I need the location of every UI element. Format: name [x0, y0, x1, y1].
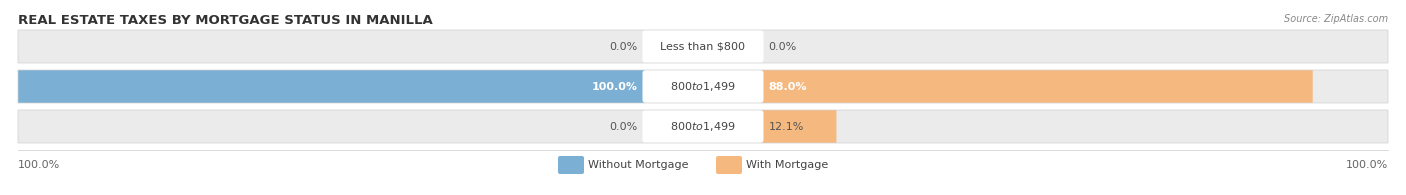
- FancyBboxPatch shape: [761, 110, 837, 143]
- FancyBboxPatch shape: [18, 70, 645, 103]
- Text: 0.0%: 0.0%: [609, 121, 637, 131]
- Text: Without Mortgage: Without Mortgage: [588, 160, 689, 170]
- FancyBboxPatch shape: [643, 110, 763, 143]
- Text: Source: ZipAtlas.com: Source: ZipAtlas.com: [1284, 14, 1388, 24]
- FancyBboxPatch shape: [18, 70, 1388, 103]
- Text: 100.0%: 100.0%: [592, 82, 637, 91]
- Text: 0.0%: 0.0%: [769, 42, 797, 51]
- Text: With Mortgage: With Mortgage: [747, 160, 828, 170]
- FancyBboxPatch shape: [18, 30, 1388, 63]
- Text: 100.0%: 100.0%: [1346, 160, 1388, 170]
- FancyBboxPatch shape: [643, 30, 763, 63]
- FancyBboxPatch shape: [761, 70, 1313, 103]
- FancyBboxPatch shape: [643, 70, 763, 103]
- Text: $800 to $1,499: $800 to $1,499: [671, 80, 735, 93]
- FancyBboxPatch shape: [716, 156, 742, 174]
- Text: 12.1%: 12.1%: [769, 121, 804, 131]
- Text: 0.0%: 0.0%: [609, 42, 637, 51]
- Text: Less than $800: Less than $800: [661, 42, 745, 51]
- Text: $800 to $1,499: $800 to $1,499: [671, 120, 735, 133]
- FancyBboxPatch shape: [558, 156, 583, 174]
- Text: 88.0%: 88.0%: [769, 82, 807, 91]
- Text: REAL ESTATE TAXES BY MORTGAGE STATUS IN MANILLA: REAL ESTATE TAXES BY MORTGAGE STATUS IN …: [18, 14, 433, 27]
- FancyBboxPatch shape: [18, 110, 1388, 143]
- Text: 100.0%: 100.0%: [18, 160, 60, 170]
